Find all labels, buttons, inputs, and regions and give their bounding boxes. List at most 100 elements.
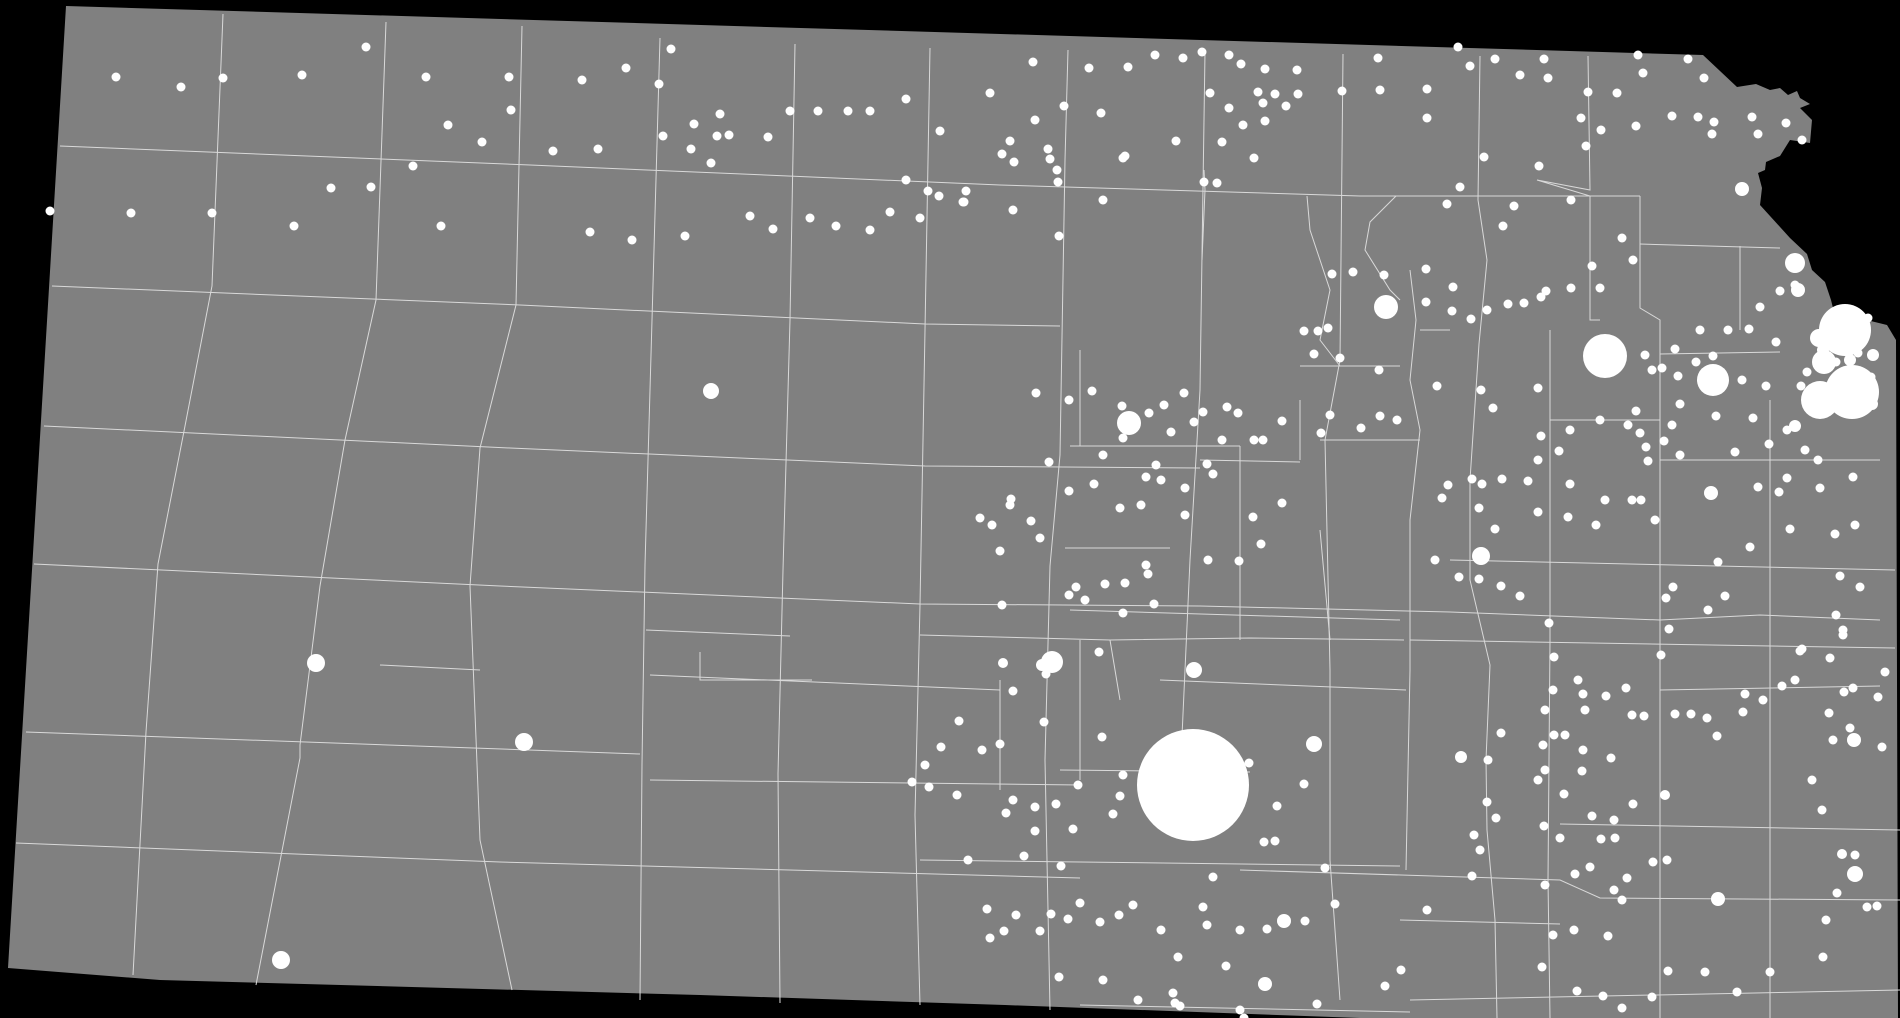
place-markers [272, 182, 1879, 991]
place-marker [1623, 420, 1633, 430]
place-marker [1009, 157, 1019, 167]
place-marker [703, 383, 719, 399]
place-marker [1482, 797, 1492, 807]
place-marker [1256, 539, 1266, 549]
place-marker [1144, 408, 1154, 418]
place-marker [1064, 486, 1074, 496]
county-line [25, 731, 641, 755]
place-marker [1647, 365, 1657, 375]
place-marker [1455, 182, 1465, 192]
place-marker [1011, 910, 1021, 920]
place-marker [1802, 367, 1812, 377]
place-marker [1790, 675, 1800, 685]
place-marker [1260, 64, 1270, 74]
place-marker [763, 132, 773, 142]
place-marker [1540, 705, 1550, 715]
place-marker [1313, 326, 1323, 336]
place-marker [1648, 857, 1658, 867]
place-marker [1053, 177, 1063, 187]
place-marker [326, 183, 336, 193]
place-marker [361, 42, 371, 52]
place-marker [999, 926, 1009, 936]
place-marker [1555, 833, 1565, 843]
place-marker [1118, 153, 1128, 163]
place-marker [1735, 182, 1749, 196]
place-marker [1248, 512, 1258, 522]
place-marker [366, 182, 376, 192]
place-marker [1133, 995, 1143, 1005]
state-outline [8, 6, 1898, 1018]
place-marker [1128, 900, 1138, 910]
place-marker [1482, 305, 1492, 315]
place-marker [1538, 740, 1548, 750]
place-marker [1539, 821, 1549, 831]
place-marker [1817, 805, 1827, 815]
county-line [1109, 639, 1121, 701]
place-marker [1817, 344, 1829, 356]
place-marker [1580, 705, 1590, 715]
place-marker [1853, 348, 1863, 358]
place-marker [1695, 325, 1705, 335]
place-marker [1118, 608, 1128, 618]
place-marker [813, 106, 823, 116]
place-marker [1166, 762, 1176, 772]
place-marker [1045, 154, 1055, 164]
place-marker [1796, 381, 1806, 391]
place-marker [1711, 892, 1725, 906]
place-marker [1765, 967, 1775, 977]
place-marker [1239, 1013, 1249, 1018]
place-marker [1051, 799, 1061, 809]
place-marker [1203, 732, 1213, 742]
place-marker [1253, 87, 1263, 97]
place-marker [1866, 398, 1878, 410]
place-marker [1745, 542, 1755, 552]
place-marker [1178, 53, 1188, 63]
county-line [919, 634, 1405, 641]
place-marker [1797, 644, 1807, 654]
place-marker [924, 782, 934, 792]
place-marker [218, 73, 228, 83]
place-marker [1179, 388, 1189, 398]
place-marker [272, 951, 290, 969]
place-marker [1306, 736, 1322, 752]
place-marker [1572, 986, 1582, 996]
place-marker [1713, 557, 1723, 567]
place-marker [1606, 753, 1616, 763]
county-line [469, 25, 523, 991]
place-marker [1533, 507, 1543, 517]
place-marker [1577, 766, 1587, 776]
place-marker [1583, 334, 1627, 378]
place-marker [621, 63, 631, 73]
place-marker [1141, 560, 1151, 570]
place-marker [1537, 962, 1547, 972]
place-marker [1455, 751, 1467, 763]
place-marker [1702, 713, 1712, 723]
place-marker [1631, 406, 1641, 416]
place-marker [1117, 411, 1141, 435]
place-marker [1080, 595, 1090, 605]
place-marker [126, 208, 136, 218]
place-marker [1068, 824, 1078, 834]
place-marker [1627, 495, 1637, 505]
place-marker [1005, 500, 1015, 510]
place-marker [1170, 998, 1180, 1008]
place-marker [1812, 350, 1836, 374]
place-marker [1217, 435, 1227, 445]
place-marker [111, 72, 121, 82]
place-marker [1008, 795, 1018, 805]
place-marker [1496, 581, 1506, 591]
place-marker [1609, 815, 1619, 825]
place-marker [1447, 306, 1457, 316]
county-line [59, 145, 1640, 197]
place-marker [1536, 431, 1546, 441]
place-marker [1498, 221, 1508, 231]
place-marker [1373, 53, 1383, 63]
county-line [639, 37, 661, 1001]
place-marker [1782, 425, 1792, 435]
place-marker [1533, 383, 1543, 393]
place-marker [1657, 363, 1667, 373]
place-marker [1118, 433, 1128, 443]
place-marker [1554, 446, 1564, 456]
place-marker [1466, 314, 1476, 324]
place-marker [724, 130, 734, 140]
